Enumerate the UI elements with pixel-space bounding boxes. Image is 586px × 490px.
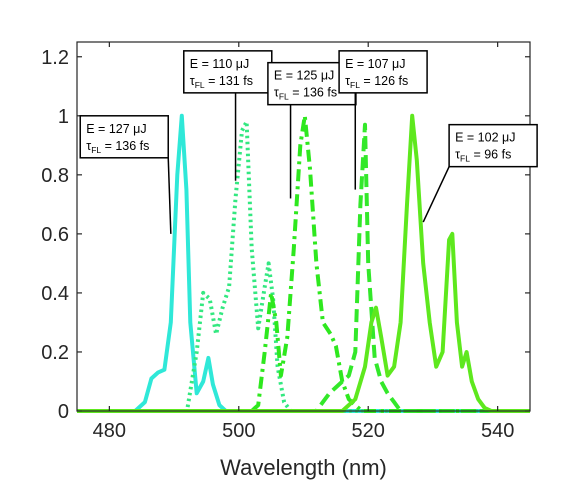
series-line-5 xyxy=(77,113,530,413)
x-tick-label: 520 xyxy=(352,420,385,442)
series-line-4 xyxy=(77,122,530,413)
x-tick-label: 480 xyxy=(93,420,126,442)
annotation-tau-value: = 136 fs xyxy=(289,86,337,100)
y-tick-label: 0.2 xyxy=(41,342,69,364)
annotation-tau-subscript: FL xyxy=(350,80,360,90)
annotation-leader-5 xyxy=(422,166,450,223)
annotation-energy-2: E = 110 μJ xyxy=(190,57,249,71)
annotation-leader-1 xyxy=(167,157,172,234)
annotation-tau-value: = 136 fs xyxy=(101,139,149,153)
x-tick-label: 500 xyxy=(222,420,255,442)
y-tick-label: 0.6 xyxy=(41,224,69,246)
annotation-tau-subscript: FL xyxy=(460,154,470,164)
annotation-box-5 xyxy=(448,123,538,168)
series-line-1 xyxy=(77,113,530,413)
y-tick-label: 1.2 xyxy=(41,47,69,69)
x-axis-label: Wavelength (nm) xyxy=(220,455,387,480)
y-tick-label: 0 xyxy=(58,401,69,423)
annotations-layer: E = 127 μJ τFL = 136 fs E = 110 μJ τFL = 13… xyxy=(79,50,538,234)
annotation-tau-subscript: FL xyxy=(279,92,289,102)
series-line-3 xyxy=(77,113,530,413)
annotation-tau-5: τFL = 96 fs xyxy=(455,148,511,164)
annotation-box-4 xyxy=(338,50,428,94)
plot-frame xyxy=(76,41,531,412)
y-tick-label: 1 xyxy=(58,106,69,128)
annotation-tau-4: τFL = 126 fs xyxy=(345,74,408,90)
annotation-energy-5: E = 102 μJ xyxy=(455,131,515,145)
axis-ticks: 480 500 520 540 0 0.2 0.4 0.6 0.8 1 1.2 xyxy=(41,42,530,442)
annotation-energy-4: E = 107 μJ xyxy=(345,57,405,71)
annotation-tau-subscript: FL xyxy=(195,80,205,90)
annotation-energy-3: E = 125 μJ xyxy=(274,69,334,83)
annotation-tau-3: τFL = 136 fs xyxy=(274,86,337,102)
annotation-tau-value: = 131 fs xyxy=(205,74,253,88)
annotation-tau-1: τFL = 136 fs xyxy=(86,139,149,155)
annotation-tau-value: = 126 fs xyxy=(360,74,408,88)
x-tick-label: 540 xyxy=(481,420,514,442)
annotation-tau-2: τFL = 131 fs xyxy=(190,74,253,90)
annotation-energy-1: E = 127 μJ xyxy=(86,122,146,136)
annotation-tau-subscript: FL xyxy=(91,145,101,155)
annotation-tau-value: = 96 fs xyxy=(470,148,511,162)
series-layer xyxy=(77,113,530,413)
annotation-box-1 xyxy=(79,115,169,159)
y-tick-label: 0.8 xyxy=(41,165,69,187)
y-tick-label: 0.4 xyxy=(41,283,69,305)
series-line-2 xyxy=(77,119,530,413)
